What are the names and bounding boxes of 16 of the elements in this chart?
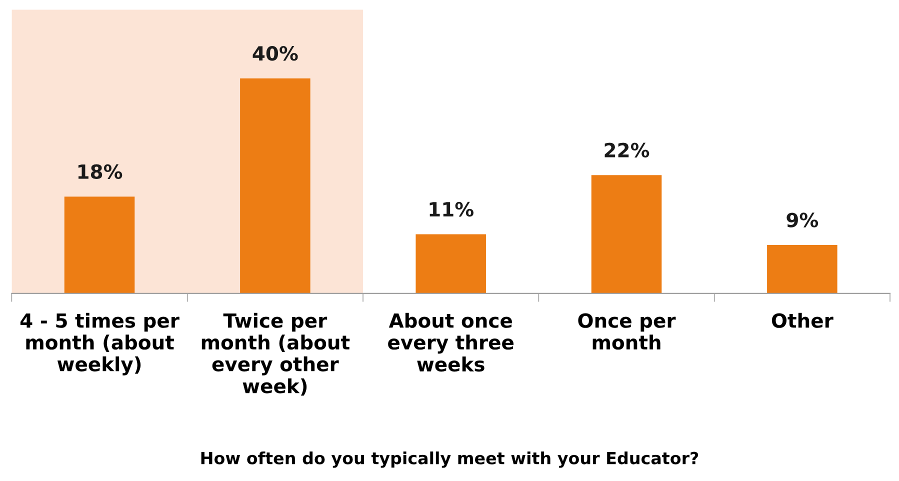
- data-label: 40%: [252, 46, 298, 61]
- bar: [240, 78, 310, 294]
- data-label: 18%: [78, 164, 122, 180]
- data-label: 11%: [430, 202, 474, 217]
- bar: [591, 175, 662, 294]
- x-tick-label: 4 - 5 times per month (about weekly): [20, 312, 180, 376]
- x-tick-label: Other: [772, 312, 834, 328]
- x-axis-title: How often do you typically meet with your Educator?: [201, 452, 698, 468]
- bar: [767, 245, 838, 294]
- x-tick-label: Once per month: [578, 313, 676, 350]
- bar: [416, 234, 486, 294]
- x-tick-label: About once every three weeks: [388, 312, 514, 372]
- data-label: 22%: [604, 142, 650, 158]
- data-label: 9%: [786, 212, 818, 228]
- bar: [64, 196, 135, 294]
- x-tick-label: Twice per month (about every other week): [202, 312, 350, 396]
